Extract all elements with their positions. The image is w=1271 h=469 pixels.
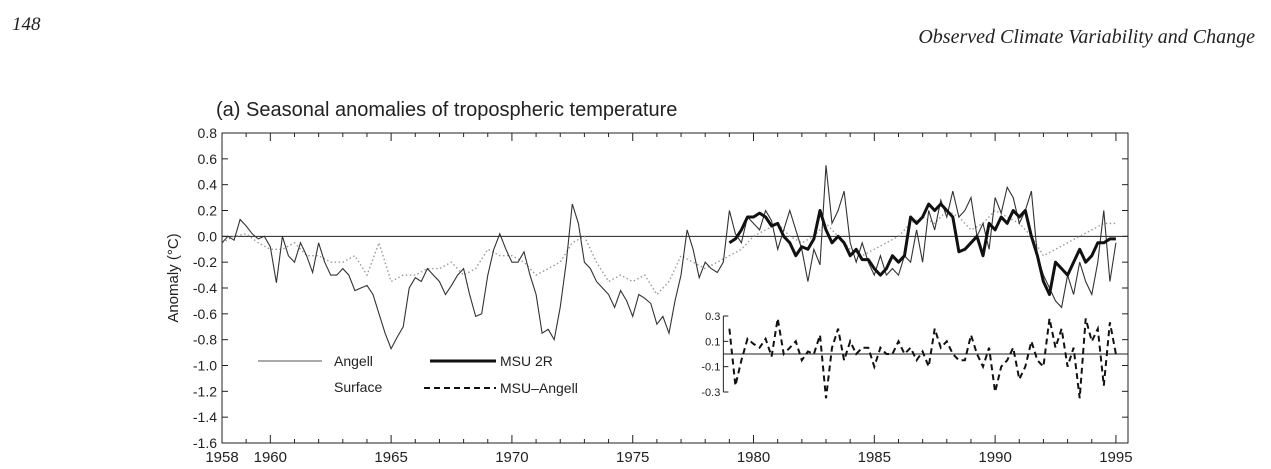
y-tick-label: -1.6: [193, 435, 217, 451]
legend-label-msu2r: MSU 2R: [500, 353, 553, 369]
y-tick-label: -0.8: [193, 332, 217, 348]
series-layer: [221, 165, 1117, 399]
y-tick-label: 0.2: [198, 203, 218, 219]
axes-layer: 0.8 0.6 0.4 0.2 0.0 -0.2 -0.4 -0.6 -0.8 -1.0 -1.2 -…: [193, 125, 1133, 466]
legend-label-surface: Surface: [334, 379, 382, 395]
y-tick-label: -0.6: [193, 306, 217, 322]
inset-y-tick-label: 0.1: [705, 336, 720, 348]
y-tick-label: 0.4: [198, 177, 218, 193]
y-tick-label: 0.8: [198, 125, 218, 141]
series-angell: [221, 165, 1117, 351]
series-msu-angell: [728, 318, 1117, 399]
y-tick-label: -1.2: [193, 383, 217, 399]
inset-y-tick-label: -0.1: [701, 362, 720, 374]
inset-y-tick-label: 0.3: [705, 311, 720, 323]
legend: Angell MSU 2R Surface MSU–Angell: [258, 353, 578, 396]
legend-label-msu-angell: MSU–Angell: [500, 380, 578, 396]
y-tick-label: 0.0: [198, 228, 218, 244]
running-head: Observed Climate Variability and Change: [918, 26, 1255, 48]
y-tick-label: -1.4: [193, 409, 217, 425]
plot-frame: [221, 132, 1129, 444]
chart-title: (a) Seasonal anomalies of tropospheric t…: [216, 99, 677, 121]
x-tick-label: 1985: [858, 449, 891, 466]
series-msu-2r: [728, 202, 1116, 296]
series-surface: [221, 209, 1116, 296]
x-tick-label: 1970: [495, 449, 528, 466]
y-axis-label: Anomaly (°C): [165, 233, 182, 322]
x-tick-label: 1980: [737, 449, 770, 466]
y-tick-label: -0.2: [193, 254, 217, 270]
y-tick-label: 0.6: [198, 151, 218, 167]
inset-y-tick-label: -0.3: [701, 387, 720, 399]
x-tick-label: 1960: [254, 449, 287, 466]
x-tick-label: 1995: [1099, 449, 1132, 466]
x-tick-label: 1990: [978, 449, 1011, 466]
y-tick-label: -0.4: [193, 280, 217, 296]
x-tick-label: 1975: [616, 449, 649, 466]
page-number: 148: [12, 14, 41, 35]
x-tick-label: 1958: [205, 449, 238, 466]
legend-label-angell: Angell: [334, 353, 373, 369]
x-tick-label: 1965: [374, 449, 407, 466]
y-tick-label: -1.0: [193, 358, 217, 374]
